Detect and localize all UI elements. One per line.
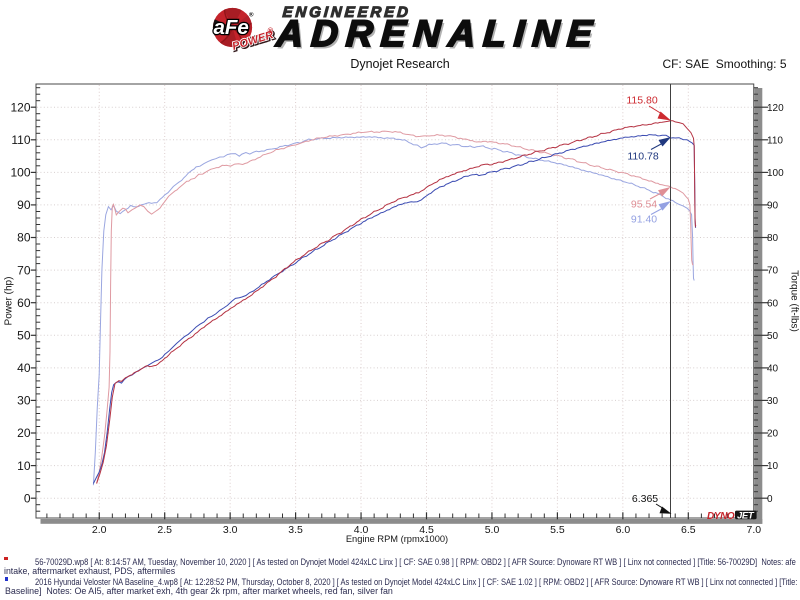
svg-text:2.5: 2.5 — [157, 524, 172, 536]
svg-text:10: 10 — [17, 459, 31, 473]
svg-text:Torque (ft-lbs): Torque (ft-lbs) — [789, 270, 800, 332]
svg-text:70: 70 — [17, 263, 31, 277]
svg-text:Engine RPM (rpmx1000): Engine RPM (rpmx1000) — [346, 534, 448, 544]
svg-text:6.5: 6.5 — [681, 524, 696, 536]
svg-text:6.0: 6.0 — [616, 524, 631, 536]
svg-text:100: 100 — [10, 166, 30, 180]
svg-text:110.78: 110.78 — [627, 151, 658, 163]
svg-text:91.40: 91.40 — [631, 214, 657, 226]
svg-text:80: 80 — [767, 233, 779, 244]
svg-text:0: 0 — [767, 494, 773, 505]
svg-text:50: 50 — [17, 329, 31, 343]
svg-text:100: 100 — [767, 168, 784, 179]
svg-text:3.5: 3.5 — [288, 524, 303, 536]
svg-text:90: 90 — [17, 198, 31, 212]
svg-text:60: 60 — [767, 298, 779, 309]
svg-text:70: 70 — [767, 266, 779, 277]
svg-text:115.80: 115.80 — [626, 95, 657, 107]
svg-text:JET: JET — [737, 511, 755, 522]
svg-text:110: 110 — [767, 135, 783, 146]
svg-text:®: ® — [249, 12, 254, 19]
svg-text:5.0: 5.0 — [485, 524, 500, 536]
svg-text:110: 110 — [11, 133, 30, 147]
svg-text:®: ® — [268, 26, 274, 35]
svg-text:40: 40 — [767, 364, 779, 375]
svg-text:Power (hp): Power (hp) — [4, 277, 15, 326]
svg-text:5.5: 5.5 — [550, 524, 565, 536]
svg-text:7.0: 7.0 — [746, 524, 761, 536]
svg-text:95.54: 95.54 — [631, 199, 657, 211]
svg-text:2.0: 2.0 — [92, 524, 107, 536]
svg-text:4.0: 4.0 — [354, 524, 369, 536]
svg-text:60: 60 — [17, 296, 31, 310]
svg-text:20: 20 — [17, 426, 31, 440]
svg-text:80: 80 — [17, 231, 31, 245]
svg-text:120: 120 — [767, 103, 784, 114]
svg-text:10: 10 — [767, 461, 779, 472]
svg-text:3.0: 3.0 — [223, 524, 238, 536]
svg-text:30: 30 — [767, 396, 779, 407]
svg-text:40: 40 — [17, 361, 31, 375]
svg-text:50: 50 — [767, 331, 779, 342]
svg-text:DYNO: DYNO — [707, 511, 735, 522]
svg-text:4.5: 4.5 — [419, 524, 434, 536]
svg-text:0: 0 — [24, 491, 31, 505]
svg-text:6.365: 6.365 — [632, 493, 658, 505]
svg-text:aFe: aFe — [214, 16, 249, 39]
svg-text:30: 30 — [17, 394, 31, 408]
svg-text:90: 90 — [767, 201, 779, 212]
svg-text:20: 20 — [767, 429, 779, 440]
svg-text:120: 120 — [10, 100, 30, 114]
